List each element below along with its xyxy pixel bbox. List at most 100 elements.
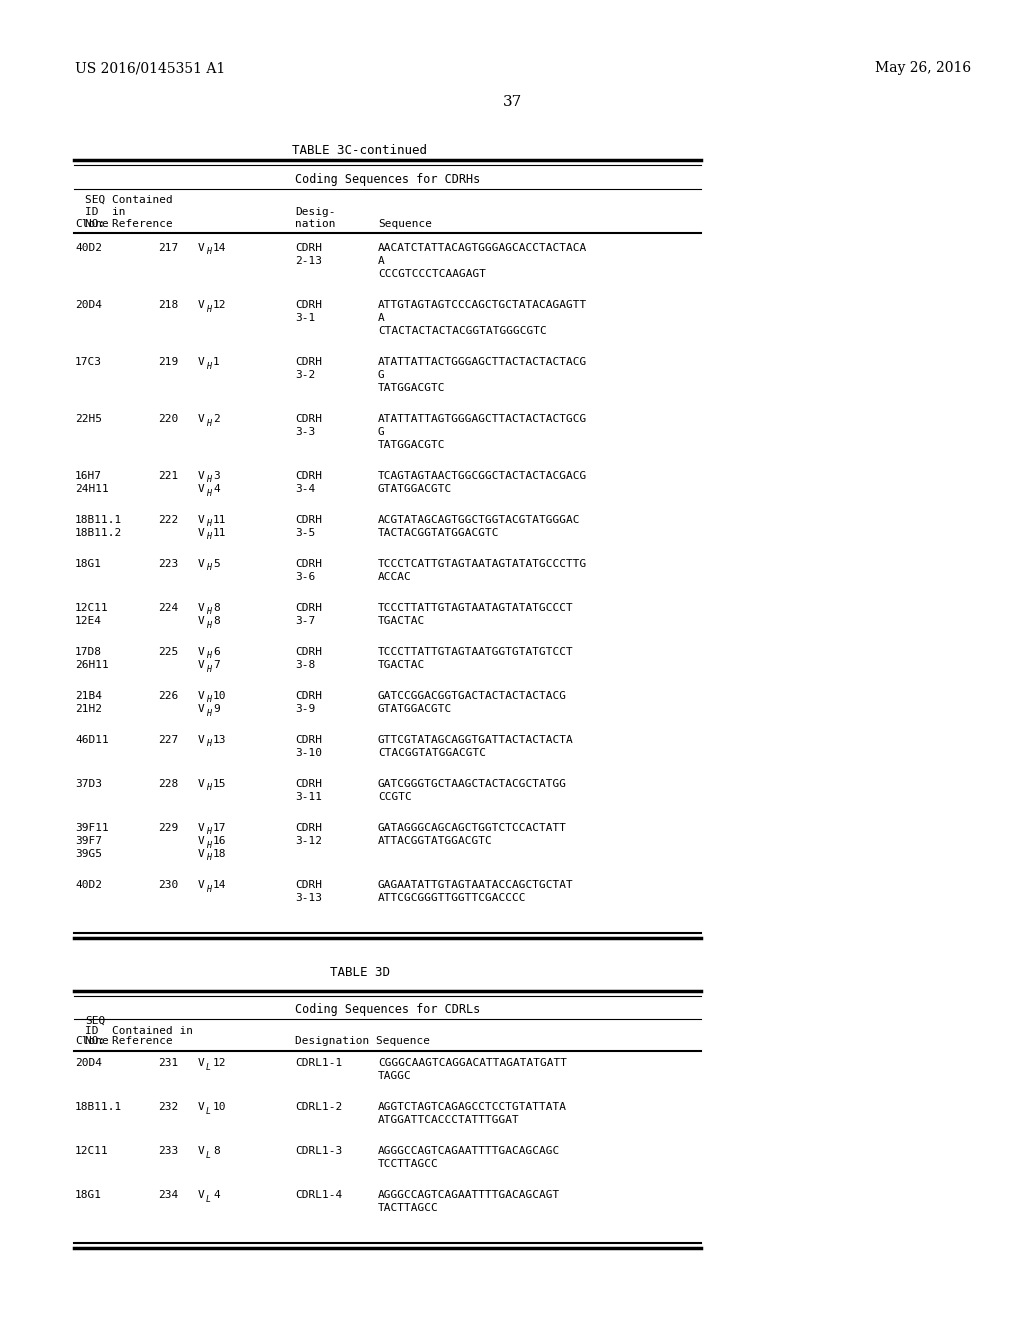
Text: Coding Sequences for CDRHs: Coding Sequences for CDRHs (295, 173, 480, 186)
Text: 8: 8 (213, 603, 220, 612)
Text: 3-12: 3-12 (295, 836, 322, 846)
Text: CTACGGTATGGACGTC: CTACGGTATGGACGTC (378, 748, 486, 758)
Text: V: V (198, 300, 205, 310)
Text: V: V (198, 690, 205, 701)
Text: 3-8: 3-8 (295, 660, 315, 671)
Text: GATAGGGCAGCAGCTGGTCTCCACTATT: GATAGGGCAGCAGCTGGTCTCCACTATT (378, 822, 567, 833)
Text: V: V (198, 836, 205, 846)
Text: Clone: Clone (75, 1036, 109, 1045)
Text: 4: 4 (213, 484, 220, 494)
Text: CDRH: CDRH (295, 243, 322, 253)
Text: 39F11: 39F11 (75, 822, 109, 833)
Text: TATGGACGTC: TATGGACGTC (378, 383, 445, 393)
Text: 5: 5 (213, 558, 220, 569)
Text: H: H (206, 620, 211, 630)
Text: V: V (198, 603, 205, 612)
Text: H: H (206, 564, 211, 573)
Text: H: H (206, 784, 211, 792)
Text: 2-13: 2-13 (295, 256, 322, 267)
Text: TAGGC: TAGGC (378, 1071, 412, 1081)
Text: ID  in: ID in (85, 207, 126, 216)
Text: G: G (378, 426, 385, 437)
Text: CDRH: CDRH (295, 779, 322, 789)
Text: CDRL1-3: CDRL1-3 (295, 1146, 342, 1156)
Text: AGGGCCAGTCAGAATTTTGACAGCAGT: AGGGCCAGTCAGAATTTTGACAGCAGT (378, 1191, 560, 1200)
Text: 222: 222 (158, 515, 178, 525)
Text: GTATGGACGTC: GTATGGACGTC (378, 484, 453, 494)
Text: V: V (198, 558, 205, 569)
Text: ID  Contained in: ID Contained in (85, 1026, 193, 1036)
Text: ATATTATTAGTGGGAGCTTACTACTACTGCG: ATATTATTAGTGGGAGCTTACTACTACTGCG (378, 414, 587, 424)
Text: NO: Reference: NO: Reference (85, 219, 173, 228)
Text: 4: 4 (213, 1191, 220, 1200)
Text: CDRH: CDRH (295, 603, 322, 612)
Text: H: H (206, 652, 211, 660)
Text: CDRL1-1: CDRL1-1 (295, 1059, 342, 1068)
Text: L: L (206, 1151, 211, 1159)
Text: 3-2: 3-2 (295, 370, 315, 380)
Text: TABLE 3D: TABLE 3D (330, 966, 390, 979)
Text: 220: 220 (158, 414, 178, 424)
Text: V: V (198, 1146, 205, 1156)
Text: 225: 225 (158, 647, 178, 657)
Text: H: H (206, 488, 211, 498)
Text: V: V (198, 880, 205, 890)
Text: TCCCTTATTGTAGTAATAGTATATGCCCT: TCCCTTATTGTAGTAATAGTATATGCCCT (378, 603, 573, 612)
Text: 26H11: 26H11 (75, 660, 109, 671)
Text: 232: 232 (158, 1102, 178, 1111)
Text: V: V (198, 735, 205, 744)
Text: AGGGCCAGTCAGAATTTTGACAGCAGC: AGGGCCAGTCAGAATTTTGACAGCAGC (378, 1146, 560, 1156)
Text: H: H (206, 884, 211, 894)
Text: 3-5: 3-5 (295, 528, 315, 539)
Text: Desig-: Desig- (295, 207, 336, 216)
Text: V: V (198, 779, 205, 789)
Text: A: A (378, 256, 385, 267)
Text: Coding Sequences for CDRLs: Coding Sequences for CDRLs (295, 1002, 480, 1015)
Text: 22H5: 22H5 (75, 414, 102, 424)
Text: 46D11: 46D11 (75, 735, 109, 744)
Text: 12C11: 12C11 (75, 1146, 109, 1156)
Text: H: H (206, 362, 211, 371)
Text: 14: 14 (213, 880, 226, 890)
Text: 20D4: 20D4 (75, 300, 102, 310)
Text: V: V (198, 471, 205, 480)
Text: 221: 221 (158, 471, 178, 480)
Text: 40D2: 40D2 (75, 880, 102, 890)
Text: 233: 233 (158, 1146, 178, 1156)
Text: 11: 11 (213, 528, 226, 539)
Text: Clone: Clone (75, 219, 109, 228)
Text: nation: nation (295, 219, 336, 228)
Text: 18G1: 18G1 (75, 558, 102, 569)
Text: 17D8: 17D8 (75, 647, 102, 657)
Text: US 2016/0145351 A1: US 2016/0145351 A1 (75, 61, 225, 75)
Text: V: V (198, 704, 205, 714)
Text: ATTGTAGTAGTCCCAGCTGCTATACAGAGTT: ATTGTAGTAGTCCCAGCTGCTATACAGAGTT (378, 300, 587, 310)
Text: 3-13: 3-13 (295, 894, 322, 903)
Text: 18B11.1: 18B11.1 (75, 515, 122, 525)
Text: H: H (206, 696, 211, 705)
Text: 18G1: 18G1 (75, 1191, 102, 1200)
Text: NO: Reference: NO: Reference (85, 1036, 173, 1045)
Text: CDRH: CDRH (295, 880, 322, 890)
Text: H: H (206, 520, 211, 528)
Text: CDRH: CDRH (295, 735, 322, 744)
Text: V: V (198, 484, 205, 494)
Text: 37D3: 37D3 (75, 779, 102, 789)
Text: 21B4: 21B4 (75, 690, 102, 701)
Text: 21H2: 21H2 (75, 704, 102, 714)
Text: TCCTTAGCC: TCCTTAGCC (378, 1159, 438, 1170)
Text: 8: 8 (213, 616, 220, 626)
Text: 217: 217 (158, 243, 178, 253)
Text: H: H (206, 854, 211, 862)
Text: 3-9: 3-9 (295, 704, 315, 714)
Text: TCAGTAGTAACTGGCGGCTACTACTACGACG: TCAGTAGTAACTGGCGGCTACTACTACGACG (378, 471, 587, 480)
Text: V: V (198, 1059, 205, 1068)
Text: L: L (206, 1063, 211, 1072)
Text: CTACTACTACTACGGTATGGGCGTC: CTACTACTACTACGGTATGGGCGTC (378, 326, 547, 337)
Text: 230: 230 (158, 880, 178, 890)
Text: CDRH: CDRH (295, 356, 322, 367)
Text: GAGAATATTGTAGTAATACCAGCTGCTAT: GAGAATATTGTAGTAATACCAGCTGCTAT (378, 880, 573, 890)
Text: H: H (206, 248, 211, 256)
Text: H: H (206, 828, 211, 837)
Text: ATGGATTCACCCTATTTGGAT: ATGGATTCACCCTATTTGGAT (378, 1115, 520, 1125)
